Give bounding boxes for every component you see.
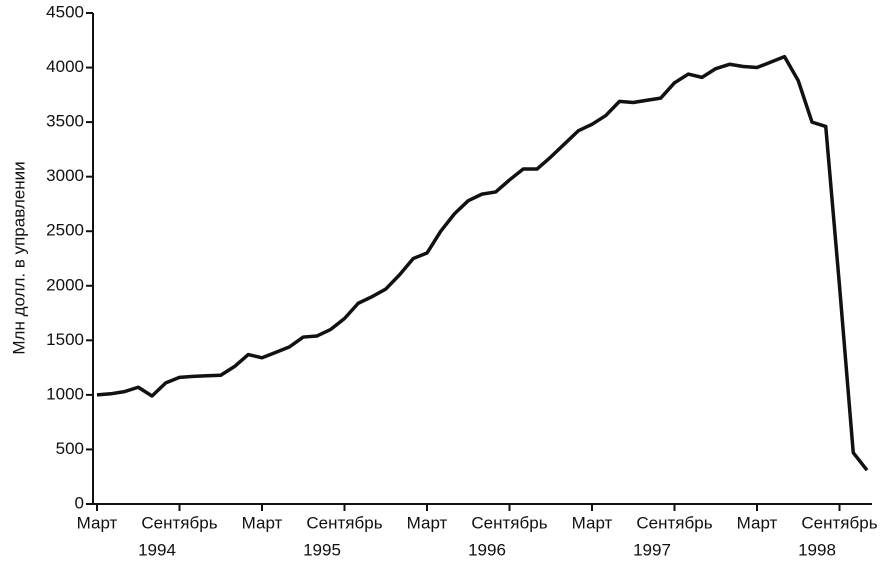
year-label: 1995 <box>303 540 341 559</box>
x-tick-label: Март <box>737 513 778 532</box>
x-tick-label: Сентябрь <box>141 513 217 532</box>
x-tick-label: Март <box>242 513 283 532</box>
y-tick-label: 2500 <box>46 221 84 240</box>
y-tick-label: 4000 <box>46 57 84 76</box>
x-tick-label: Март <box>407 513 448 532</box>
y-tick-label: 1500 <box>46 330 84 349</box>
year-label: 1996 <box>468 540 506 559</box>
y-tick-label: 3500 <box>46 112 84 131</box>
data-line <box>96 54 869 472</box>
x-tick-label: Сентябрь <box>471 513 547 532</box>
x-tick-label: Сентябрь <box>801 513 877 532</box>
y-tick-label: 3000 <box>46 166 84 185</box>
year-label: 1998 <box>798 540 836 559</box>
x-tick-label: Сентябрь <box>636 513 712 532</box>
x-tick-label: Март <box>572 513 613 532</box>
year-label: 1997 <box>633 540 671 559</box>
y-axis-label: Млн долл. в управлении <box>9 161 28 354</box>
year-label: 1994 <box>138 540 176 559</box>
x-tick-label: Март <box>77 513 118 532</box>
y-tick-label: 2000 <box>46 275 84 294</box>
y-tick-label: 0 <box>75 493 84 512</box>
y-tick-label: 500 <box>56 439 84 458</box>
y-tick-label: 1000 <box>46 384 84 403</box>
x-tick-label: Сентябрь <box>306 513 382 532</box>
y-tick-label: 4500 <box>46 2 84 21</box>
